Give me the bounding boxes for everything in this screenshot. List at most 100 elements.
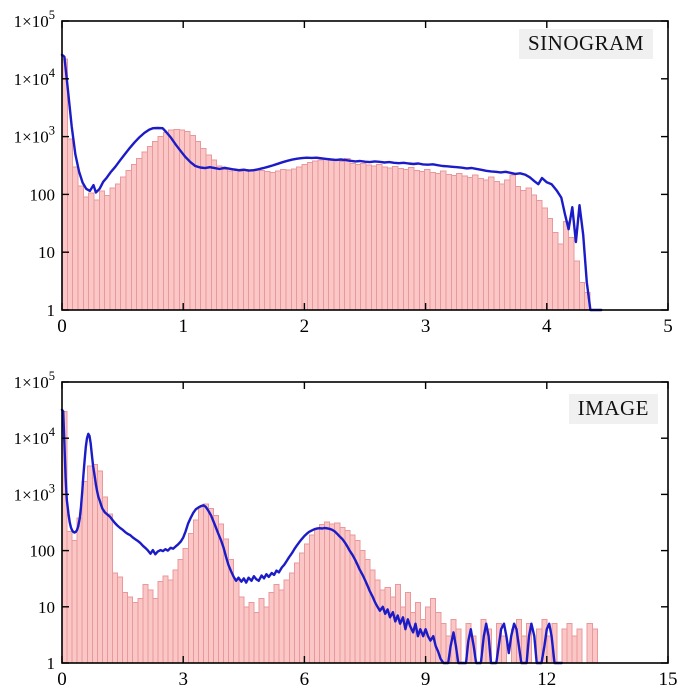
histogram-bar [258, 170, 266, 311]
histogram-bar [571, 635, 578, 664]
histogram-bar [109, 187, 116, 311]
histogram-bar [202, 503, 209, 664]
histogram-bar [273, 583, 280, 664]
histogram-bar [232, 168, 239, 311]
histogram-bar [397, 168, 404, 311]
histogram-bar [591, 628, 598, 664]
histogram-bar [264, 171, 271, 311]
histogram-bar [402, 169, 410, 311]
histogram-bar [509, 174, 516, 311]
histogram-bar [136, 157, 143, 311]
histogram-bar [114, 183, 122, 311]
histogram-bar [172, 569, 179, 664]
y-axis: 1 10 100 1×103 1×104 1×105 [14, 369, 668, 673]
histogram-bar [226, 170, 234, 311]
histogram-bar [376, 163, 383, 311]
histogram-bar [536, 628, 543, 664]
histogram-bar [514, 185, 522, 311]
histogram-bar [568, 236, 575, 311]
histogram-bar [81, 480, 88, 664]
histogram-bar [450, 175, 458, 311]
histogram-bar [88, 192, 95, 311]
histogram-bar [525, 187, 532, 311]
x-tick-label: 0 [57, 669, 67, 690]
histogram-bar [274, 170, 282, 311]
histogram-bar [112, 572, 119, 664]
sinogram-title: SINOGRAM [518, 29, 653, 59]
x-tick-label: 9 [421, 669, 431, 690]
histogram-bar [301, 163, 308, 311]
histogram-bars [61, 410, 598, 664]
histogram-bar [472, 174, 479, 311]
y-tick-label: 100 [30, 542, 56, 561]
histogram-bar [488, 176, 495, 311]
image-title: IMAGE [568, 394, 658, 424]
histogram-bar [477, 178, 484, 311]
histogram-bar [306, 162, 314, 311]
histogram-bar [125, 169, 132, 311]
histogram-bar [573, 260, 580, 311]
x-tick-label: 3 [421, 316, 431, 337]
density-line [60, 53, 603, 312]
histogram-bar [386, 167, 394, 311]
histogram-bar [504, 179, 511, 311]
histogram-bar [308, 534, 316, 664]
histogram-bar [93, 199, 100, 311]
histogram-bar [557, 243, 564, 311]
histogram-bar [312, 160, 319, 311]
histogram-bar [482, 179, 490, 311]
histogram-bar [354, 163, 362, 311]
histogram-bar [167, 579, 174, 664]
histogram-bar [440, 170, 447, 311]
histogram-bar [72, 166, 79, 311]
histogram-bar [238, 596, 245, 664]
histogram-bar [339, 526, 346, 664]
histogram-bar [192, 519, 199, 664]
histogram-bar [168, 129, 175, 311]
histogram-bar [566, 623, 573, 664]
histogram-bar [98, 190, 106, 311]
histogram-bar [117, 576, 124, 664]
histogram-bar [221, 168, 228, 311]
histogram-bar [157, 136, 164, 311]
histogram-bar [576, 628, 583, 664]
histogram-bar [298, 552, 305, 664]
histogram-bar [546, 218, 554, 311]
histogram-bar [493, 180, 500, 311]
histogram-bar [322, 158, 330, 311]
histogram-bar [440, 623, 447, 664]
histogram-bar [578, 281, 586, 311]
y-tick-label: 1×104 [14, 425, 56, 448]
x-axis: 0 3 6 9 12 15 [57, 382, 678, 690]
histogram-bar [562, 220, 570, 311]
image-panel: 0 3 6 9 12 15 1 10 100 1×103 1×104 1×105 IMAGE [0, 347, 695, 695]
plot-border [61, 381, 669, 664]
histogram-bar [328, 159, 335, 311]
histogram-bar [152, 598, 159, 664]
histogram-bar [137, 598, 144, 664]
histogram-bar [369, 569, 376, 664]
histogram-bar [418, 171, 426, 311]
histogram-bar [152, 141, 159, 311]
y-tick-label: 1×105 [14, 8, 55, 31]
plot-border [61, 20, 669, 311]
histogram-bar [329, 523, 336, 664]
histogram-bar [248, 170, 255, 311]
histogram-bar [389, 596, 396, 664]
histogram-bar [374, 579, 381, 664]
histogram-bar [86, 465, 93, 664]
histogram-bar [147, 589, 154, 664]
histogram-bar [344, 158, 351, 311]
histogram-bar [424, 168, 431, 311]
histogram-bar [177, 558, 184, 664]
histogram-bar [429, 172, 436, 311]
histogram-bar [120, 176, 127, 311]
histogram-bar [408, 167, 415, 311]
y-tick-label: 100 [30, 185, 56, 204]
histogram-bar [248, 601, 255, 664]
histogram-bar [536, 200, 543, 311]
histogram-bar [392, 165, 399, 311]
histogram-bar [197, 506, 204, 664]
y-tick-label: 10 [38, 243, 55, 262]
